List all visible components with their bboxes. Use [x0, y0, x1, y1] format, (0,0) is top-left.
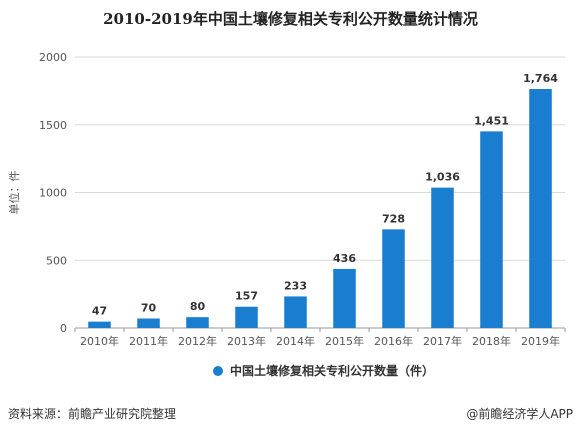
x-tick-label: 2010年 [80, 334, 119, 348]
data-label: 436 [333, 252, 356, 265]
x-tick-label: 2016年 [374, 334, 413, 348]
x-tick-label: 2012年 [178, 334, 217, 348]
y-axis-label: 单位：件 [7, 171, 21, 215]
data-label: 1,764 [523, 72, 558, 85]
bar [88, 321, 111, 328]
y-tick-label: 2000 [39, 51, 67, 64]
x-tick-label: 2019年 [521, 334, 560, 348]
bar [333, 268, 356, 328]
x-tick-label: 2011年 [129, 334, 168, 348]
data-label: 80 [190, 300, 206, 313]
data-label: 70 [141, 302, 157, 315]
data-label: 1,036 [425, 171, 460, 184]
bar [529, 88, 552, 328]
legend-label: 中国土壤修复相关专利公开数量（件） [230, 363, 434, 378]
bar [186, 317, 209, 328]
source-note: 资料来源：前瞻产业研究院整理 [8, 407, 177, 421]
x-tick-label: 2015年 [325, 334, 364, 348]
chart-title: 2010-2019年中国土壤修复相关专利公开数量统计情况 [103, 10, 478, 28]
bar [137, 318, 160, 328]
bar [382, 229, 405, 328]
x-tick-label: 2017年 [423, 334, 462, 348]
bar [284, 296, 307, 328]
y-tick-label: 1000 [39, 187, 67, 200]
bar [480, 131, 503, 328]
y-tick-label: 0 [60, 322, 67, 335]
y-tick-label: 1500 [39, 119, 67, 132]
data-label: 728 [382, 212, 405, 225]
data-label: 1,451 [474, 114, 509, 127]
bar [431, 187, 454, 328]
x-tick-label: 2014年 [276, 334, 315, 348]
data-label: 233 [284, 279, 307, 292]
legend-marker [213, 366, 223, 376]
credit-note: @前瞻经济学人APP [466, 407, 573, 421]
x-tick-label: 2018年 [472, 334, 511, 348]
x-tick-label: 2013年 [227, 334, 266, 348]
data-label: 47 [92, 305, 107, 318]
y-tick-label: 500 [46, 254, 67, 267]
bar [235, 306, 258, 328]
data-label: 157 [235, 290, 258, 303]
